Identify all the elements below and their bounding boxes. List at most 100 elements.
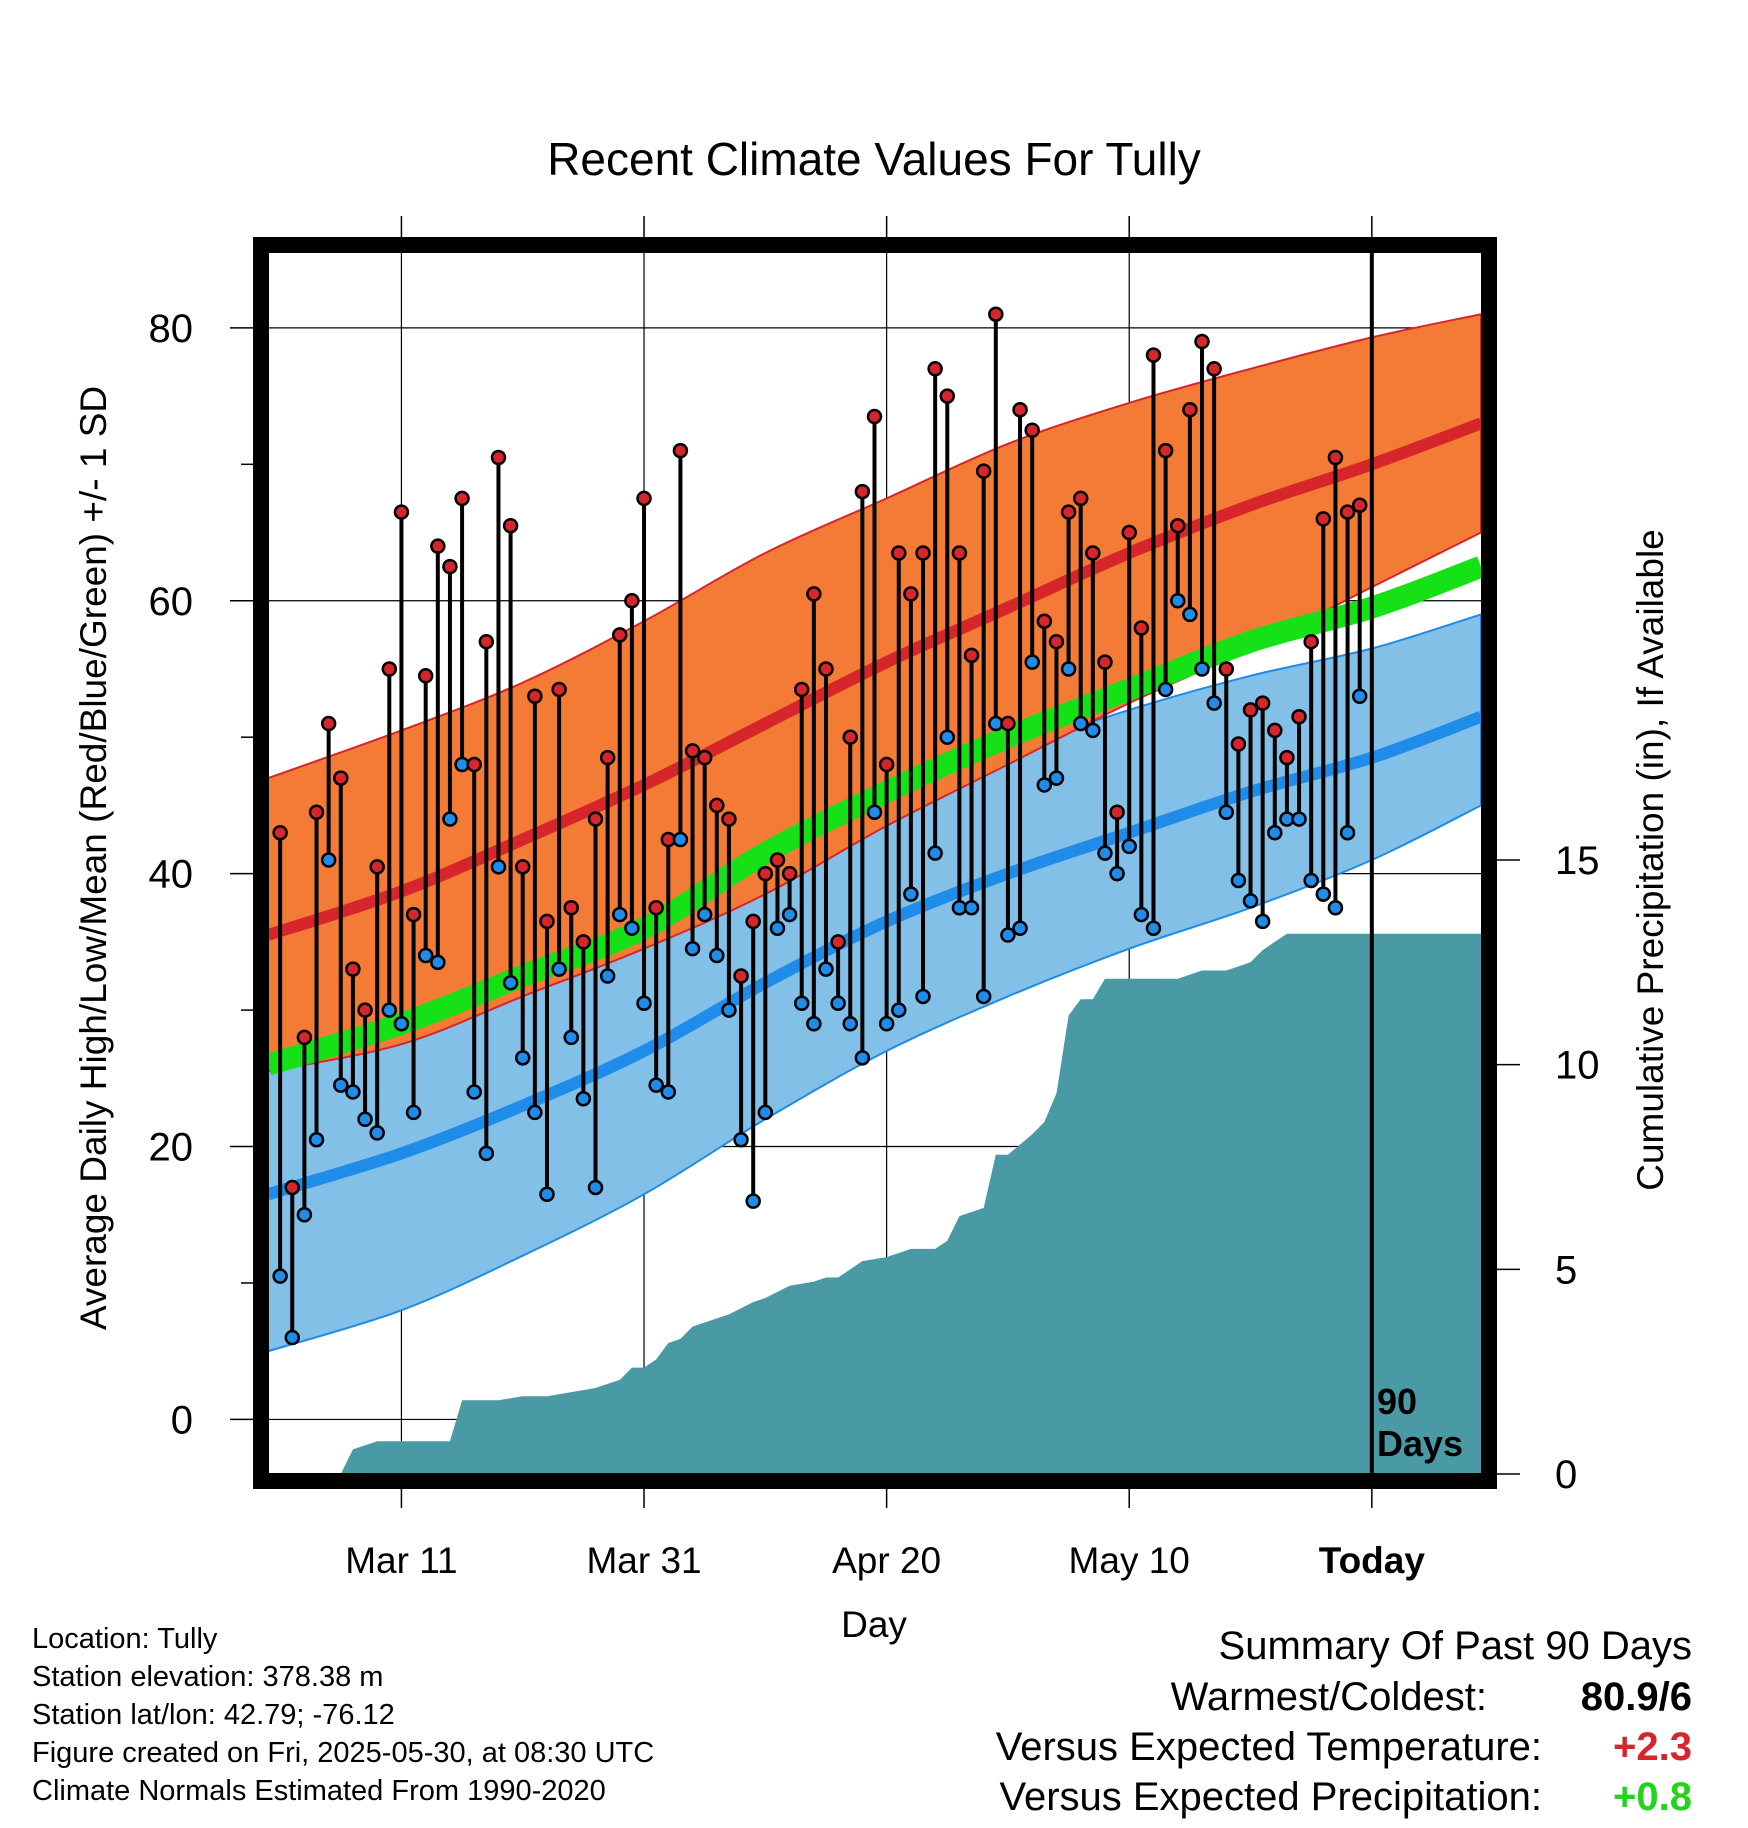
daily-high-point (393, 504, 410, 520)
daily-high-point (1254, 695, 1271, 711)
daily-high-point (1085, 545, 1101, 561)
daily-high-point (1145, 347, 1162, 363)
daily-high-point (296, 1029, 313, 1046)
daily-low-point (1121, 838, 1137, 855)
daily-low-point (1109, 865, 1125, 882)
daily-low-point (1254, 913, 1271, 930)
daily-high-point (672, 442, 689, 459)
daily-low-point (405, 1104, 422, 1121)
daily-low-point (1060, 661, 1077, 677)
daily-low-point (684, 940, 701, 957)
summary-panel: Summary Of Past 90 Days Warmest/Coldest:… (996, 1620, 1692, 1822)
daily-high-point (915, 545, 931, 561)
daily-low-point (1085, 722, 1101, 739)
daily-low-point (1230, 872, 1247, 889)
daily-high-point (891, 545, 907, 561)
daily-high-point (405, 906, 422, 923)
daily-low-point (1145, 920, 1162, 936)
daily-high-point (527, 688, 543, 705)
daily-low-point (696, 906, 713, 923)
y-tick-label: 40 (149, 853, 194, 897)
daily-low-point (357, 1111, 373, 1127)
normals-text: Climate Normals Estimated From 1990-2020 (32, 1775, 606, 1807)
y-tick-label: 80 (149, 307, 194, 351)
daily-high-point (757, 865, 774, 882)
daily-low-point (430, 954, 446, 971)
daily-low-point (345, 1084, 361, 1100)
daily-high-point (866, 408, 883, 425)
daily-high-point (1279, 749, 1295, 766)
daily-low-point (1024, 654, 1040, 670)
daily-low-point (369, 1125, 385, 1141)
daily-high-point (599, 749, 616, 766)
daily-low-point (272, 1268, 288, 1284)
summary-title: Summary Of Past 90 Days (1218, 1624, 1692, 1668)
daily-low-point (514, 1050, 531, 1066)
daily-low-point (963, 900, 980, 916)
precip-label: Versus Expected Precipitation: (999, 1775, 1542, 1819)
x-tick-label: Mar 31 (586, 1540, 701, 1581)
daily-high-point (927, 361, 943, 377)
daily-low-point (551, 961, 567, 977)
daily-high-point (490, 449, 507, 466)
daily-high-point (1060, 504, 1077, 520)
daily-low-point (842, 1015, 858, 1032)
daily-high-point (1170, 517, 1186, 534)
daily-low-point (1339, 824, 1356, 841)
daily-high-point (502, 517, 519, 534)
x-tick-label: May 10 (1069, 1540, 1190, 1581)
daily-low-point (939, 729, 956, 745)
daily-low-point (866, 804, 883, 820)
warm-cold-row: Warmest/Coldest: 80.9/6 (996, 1672, 1692, 1722)
warm-cold-value: 80.9/6 (1580, 1675, 1692, 1719)
marker-label-days: Days (1377, 1423, 1463, 1464)
daily-high-point (466, 756, 482, 773)
y2-tick-label: 5 (1555, 1248, 1577, 1292)
daily-high-point (369, 859, 385, 875)
daily-low-point (539, 1186, 555, 1203)
y-tick-label: 20 (149, 1126, 194, 1170)
daily-high-point (963, 647, 980, 664)
daily-high-point (430, 538, 446, 554)
daily-low-point (660, 1084, 677, 1100)
daily-low-point (636, 995, 652, 1012)
plot-frame (253, 237, 1497, 1489)
y-axis-label: Average Daily High/Low/Mean (Red/Blue/Gr… (73, 386, 114, 1330)
daily-low-point (781, 906, 798, 923)
x-tick-label: Today (1319, 1540, 1426, 1581)
daily-high-point (1339, 504, 1356, 520)
daily-low-point (393, 1015, 410, 1032)
daily-high-point (539, 913, 555, 930)
daily-high-point (563, 900, 579, 916)
y-tick-label: 60 (149, 580, 194, 624)
daily-low-point (1012, 920, 1028, 936)
daily-low-point (490, 859, 507, 875)
daily-low-point (1048, 770, 1065, 786)
daily-low-point (333, 1077, 349, 1093)
daily-high-point (345, 961, 361, 977)
daily-low-point (891, 1002, 907, 1018)
daily-high-point (1303, 633, 1319, 650)
x-tick-label: Mar 11 (345, 1540, 457, 1581)
y-tick-label: 0 (171, 1398, 193, 1442)
daily-low-point (1267, 824, 1283, 841)
daily-high-point (1194, 333, 1210, 350)
daily-high-point (308, 804, 325, 820)
temp-value: +2.3 (1613, 1725, 1692, 1769)
created-text: Figure created on Fri, 2025-05-30, at 08… (32, 1737, 655, 1769)
daily-high-point (1097, 654, 1113, 670)
daily-low-point (927, 845, 943, 861)
daily-low-point (381, 1002, 398, 1018)
daily-high-point (624, 593, 640, 609)
daily-low-point (478, 1145, 495, 1162)
daily-high-point (357, 1002, 373, 1018)
temp-label: Versus Expected Temperature: (995, 1725, 1542, 1769)
daily-high-point (551, 681, 567, 698)
daily-low-point (612, 906, 628, 923)
daily-low-point (1000, 927, 1016, 943)
daily-low-point (878, 1015, 895, 1032)
daily-high-point (320, 715, 337, 732)
station-info: Location: Tully Station elevation: 378.3… (32, 1620, 654, 1810)
daily-low-point (1351, 688, 1368, 705)
daily-high-point (417, 668, 434, 684)
